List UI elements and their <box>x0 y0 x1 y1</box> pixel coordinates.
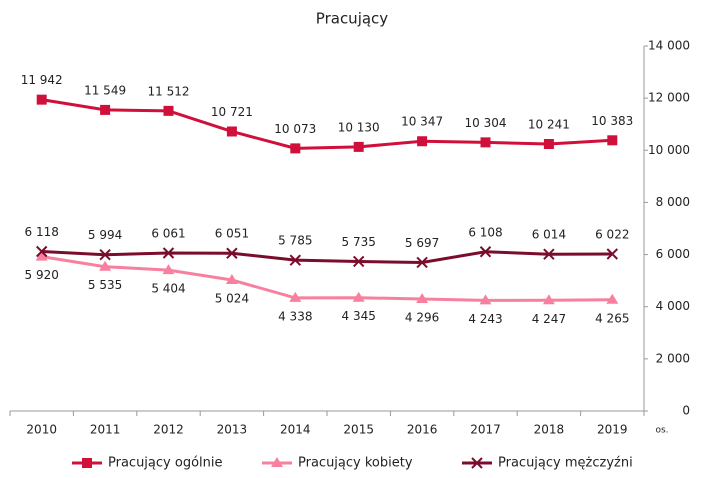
y-tick-label: 4 000 <box>656 299 690 313</box>
data-label: 6 051 <box>215 227 249 241</box>
point <box>162 264 175 275</box>
y-tick-label: 8 000 <box>656 195 690 209</box>
point <box>543 248 555 260</box>
point <box>289 291 302 302</box>
data-label: 5 994 <box>88 228 122 242</box>
point <box>99 249 111 261</box>
point <box>606 248 619 260</box>
legend-marker <box>471 457 483 469</box>
data-label: 10 383 <box>591 114 633 128</box>
data-label: 6 014 <box>532 228 566 242</box>
x-tick-label: 2017 <box>470 423 501 437</box>
point <box>607 135 618 146</box>
y-tick-label: 2 000 <box>656 351 690 365</box>
data-label: 4 338 <box>278 309 312 323</box>
point <box>479 294 492 305</box>
data-label: 6 118 <box>25 225 59 239</box>
data-label: 4 296 <box>405 310 439 324</box>
series-line <box>41 249 613 264</box>
point <box>226 126 237 137</box>
x-tick-label: 2012 <box>153 423 184 437</box>
data-label: 10 347 <box>401 115 443 129</box>
data-label: 6 061 <box>151 226 185 240</box>
legend-label: Pracujący mężczyźni <box>498 456 633 471</box>
legend-marker <box>271 457 283 467</box>
point <box>290 143 301 154</box>
data-label: 4 265 <box>595 311 629 325</box>
data-label: 10 304 <box>465 116 507 130</box>
point <box>542 294 555 305</box>
point <box>35 250 48 261</box>
point <box>353 141 364 152</box>
x-tick-label: 2011 <box>90 423 121 437</box>
point <box>606 293 619 304</box>
legend-label: Pracujący ogólnie <box>108 456 222 471</box>
point <box>162 247 175 259</box>
data-label: 10 241 <box>528 118 570 132</box>
data-label: 5 024 <box>215 292 249 306</box>
point <box>417 136 428 147</box>
data-label: 5 735 <box>342 235 376 249</box>
x-tick-label: 2016 <box>407 423 438 437</box>
data-label: 5 920 <box>25 268 59 282</box>
x-tick-label: 2015 <box>343 423 374 437</box>
point <box>352 291 365 302</box>
data-label: 5 697 <box>405 236 439 250</box>
data-label: 5 785 <box>278 234 312 248</box>
data-label: 4 345 <box>342 309 376 323</box>
series-line <box>41 98 613 150</box>
point <box>352 255 365 268</box>
data-label: 5 404 <box>151 282 185 296</box>
point <box>36 94 47 105</box>
data-label: 10 130 <box>338 120 380 134</box>
point <box>99 260 112 271</box>
data-label: 11 512 <box>148 84 190 98</box>
data-label: 4 247 <box>532 312 566 326</box>
point <box>100 104 111 115</box>
point <box>163 105 174 116</box>
y-tick-label: 12 000 <box>648 91 690 105</box>
point <box>479 246 492 258</box>
point <box>35 245 48 258</box>
legend-label: Pracujący kobiety <box>298 456 413 471</box>
point <box>226 247 238 259</box>
x-tick-label: 2013 <box>217 423 248 437</box>
point <box>289 254 302 266</box>
data-label: 10 721 <box>211 105 253 119</box>
point <box>416 256 428 269</box>
data-label: 5 535 <box>88 278 122 292</box>
point <box>225 274 238 285</box>
y-tick-label: 10 000 <box>648 143 690 157</box>
x-tick-label: 2014 <box>280 423 311 437</box>
point <box>480 137 491 148</box>
data-label: 10 073 <box>274 122 316 136</box>
legend-marker <box>82 458 92 468</box>
point <box>416 292 429 303</box>
chart-title: Pracujący <box>316 10 389 28</box>
data-label: 6 022 <box>595 227 629 241</box>
data-label: 11 942 <box>21 73 63 87</box>
y-tick-label: 6 000 <box>656 247 690 261</box>
data-label: 11 549 <box>84 83 126 97</box>
y-tick-label: 0 <box>682 404 690 418</box>
x-tick-label: 2010 <box>26 423 57 437</box>
x-tick-label: 2018 <box>534 423 565 437</box>
data-label: 6 108 <box>468 225 502 239</box>
data-label: 4 243 <box>468 312 502 326</box>
x-unit-label: os. <box>655 426 668 436</box>
y-tick-label: 14 000 <box>648 39 690 53</box>
series-line <box>41 255 613 302</box>
x-tick-label: 2019 <box>597 423 628 437</box>
point <box>543 139 554 150</box>
